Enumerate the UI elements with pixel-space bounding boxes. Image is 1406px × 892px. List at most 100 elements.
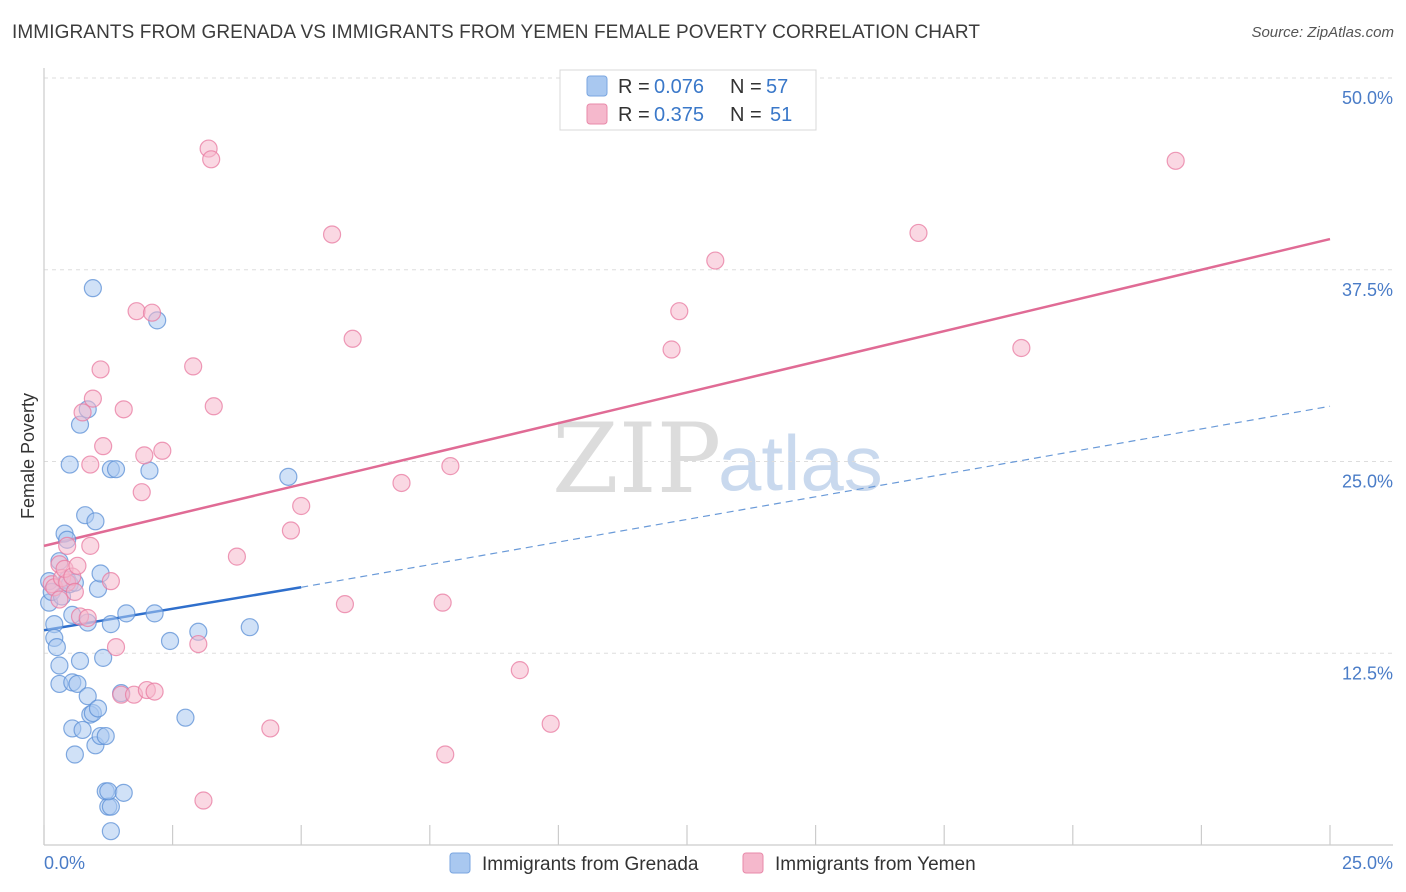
point-yemen [441,457,460,476]
point-yemen [510,661,529,680]
point-yemen [1166,151,1185,170]
legend-swatch-grenada [586,75,608,97]
point-yemen [662,340,681,359]
point-yemen [433,593,452,612]
point-yemen [194,791,213,810]
legend-r-value-grenada: 0.076 [654,76,704,98]
point-yemen [909,223,928,243]
point-yemen [106,638,126,657]
point-grenada [106,460,126,479]
point-yemen [81,536,100,555]
point-yemen [73,403,92,422]
point-grenada [78,687,97,706]
y-tick-label: 12.5% [1342,663,1393,683]
point-yemen [81,455,100,474]
axes [43,68,1393,846]
point-grenada [101,822,120,841]
point-grenada [117,604,136,623]
point-grenada [145,604,164,623]
point-yemen [65,582,84,601]
point-grenada [50,656,69,675]
point-grenada [96,726,115,746]
point-yemen [91,360,110,379]
point-yemen [335,595,355,614]
legend-n-label-yemen: N = [730,104,762,126]
bottom-legend-swatch-grenada [449,852,471,874]
watermark-atlas: atlas [718,419,883,507]
point-grenada [279,467,298,486]
point-yemen [322,225,342,244]
point-yemen [58,536,77,555]
point-grenada [176,708,195,727]
legend: R = 0.076 N = 57 R = 0.375 N = 51 [559,69,817,131]
point-yemen [281,521,301,540]
bottom-legend-label-yemen: Immigrants from Yemen [775,854,976,875]
point-grenada [240,618,259,637]
point-grenada [94,648,113,667]
trend-line-yemen [43,237,1331,548]
point-yemen [83,389,102,408]
point-grenada [65,745,84,764]
point-grenada [60,455,79,474]
point-yemen [153,441,172,460]
watermark-zip: ZIP [552,403,721,515]
point-yemen [127,302,146,321]
point-grenada [101,797,120,816]
legend-n-value-grenada: 57 [766,76,788,98]
point-yemen [142,303,162,322]
point-yemen [132,483,151,502]
point-yemen [204,397,223,416]
point-yemen [670,302,689,321]
bottom-legend-label-grenada: Immigrants from Grenada [482,854,699,875]
chart-title: IMMIGRANTS FROM GRENADA VS IMMIGRANTS FR… [12,22,981,43]
point-yemen [68,556,87,575]
point-grenada [68,674,87,694]
point-grenada [86,512,105,531]
legend-r-value-yemen: 0.375 [654,104,704,126]
legend-swatch-yemen [586,103,608,125]
point-grenada [70,651,90,671]
point-yemen [94,437,113,456]
point-grenada [101,615,120,634]
point-yemen [50,590,69,609]
point-grenada [140,461,159,480]
point-yemen [135,446,154,465]
point-yemen [261,719,280,738]
trend-line-grenada-extended [301,405,1331,588]
point-grenada [47,638,66,657]
point-yemen [436,745,455,764]
y-axis-label: Female Poverty [18,393,38,519]
point-grenada [73,720,92,740]
point-yemen [343,329,362,348]
point-yemen [114,400,133,419]
point-yemen [292,496,311,516]
point-yemen [1012,338,1031,358]
x-tick-label-min: 0.0% [44,853,85,873]
point-grenada [88,699,108,718]
point-grenada [83,279,102,298]
gridlines [44,77,1393,654]
bottom-legend: Immigrants from Grenada Immigrants from … [449,852,976,875]
point-yemen [227,547,246,566]
point-grenada [160,631,180,651]
point-yemen [541,714,560,733]
bottom-legend-swatch-yemen [742,852,764,874]
legend-r-label-grenada: R = [618,76,650,98]
legend-n-value-yemen: 51 [770,104,792,126]
point-yemen [101,572,120,591]
point-grenada [99,782,118,801]
y-tick-label: 50.0% [1342,88,1393,108]
source-label: Source: ZipAtlas.com [1251,24,1394,41]
point-yemen [706,251,725,270]
point-yemen [392,473,411,493]
point-yemen [202,150,221,169]
x-tick-label-max: 25.0% [1342,853,1393,873]
point-yemen [184,357,203,376]
y-tick-label: 37.5% [1342,280,1393,300]
data-points [40,139,1185,841]
point-grenada [114,783,133,802]
point-yemen [189,634,208,654]
y-tick-label: 25.0% [1342,472,1393,492]
legend-r-label-yemen: R = [618,104,650,126]
